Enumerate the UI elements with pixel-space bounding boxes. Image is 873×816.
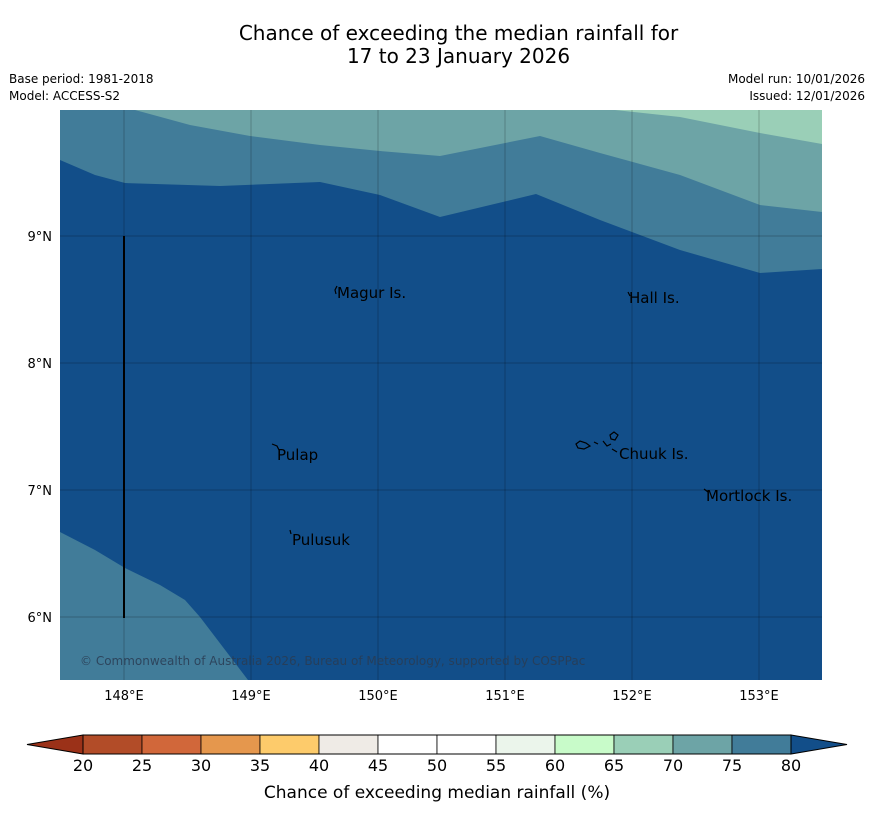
- colorbar-tick-80: 80: [781, 756, 801, 775]
- island-mortlock: [703, 488, 709, 493]
- lon-tick-150: 150°E: [358, 689, 398, 704]
- lon-tick-153: 153°E: [739, 689, 779, 704]
- lat-tick-6: 6°N: [28, 611, 53, 626]
- lon-tick-152: 152°E: [612, 689, 652, 704]
- model-run-label: Model run: 10/01/2026: [727, 72, 865, 86]
- colorbar-cell-40-45: [318, 734, 379, 755]
- lat-tick-8: 8°N: [28, 357, 53, 372]
- label-chuuk-is: Chuuk Is.: [619, 445, 688, 463]
- colorbar-tick-25: 25: [132, 756, 152, 775]
- lon-tick-labels: 148°E 149°E 150°E 151°E 152°E 153°E: [104, 689, 779, 704]
- colorbar-outline: [82, 734, 792, 755]
- lat-tick-labels: 9°N 8°N 7°N 6°N: [28, 230, 53, 626]
- colorbar-tick-40: 40: [309, 756, 329, 775]
- colorbar-tick-35: 35: [250, 756, 270, 775]
- base-period-label: Base period: 1981-2018: [9, 72, 154, 86]
- colorbar-tick-65: 65: [604, 756, 624, 775]
- colorbar-tick-50: 50: [427, 756, 447, 775]
- island-chuuk: [575, 431, 619, 453]
- island-magur: [334, 285, 338, 295]
- island-pulusuk: [289, 529, 292, 535]
- band-80-plus: [60, 160, 822, 680]
- colorbar-tick-labels: 20 25 30 35 40 45 50 55 60 65 70 75 80: [73, 756, 801, 775]
- meta-left: Base period: 1981-2018 Model: ACCESS-S2: [9, 71, 154, 105]
- colorbar-tick-60: 60: [545, 756, 565, 775]
- colorbar-tick-75: 75: [722, 756, 742, 775]
- colorbar-low-extension: [26, 734, 84, 755]
- label-mortlock-is: Mortlock Is.: [706, 487, 792, 505]
- colorbar-cell-25-30: [141, 734, 202, 755]
- colorbar-tick-20: 20: [73, 756, 93, 775]
- label-pulusuk: Pulusuk: [292, 531, 350, 549]
- island-outlines: [271, 285, 709, 535]
- copyright-notice: © Commonwealth of Australia 2026, Bureau…: [80, 654, 585, 668]
- label-pulap: Pulap: [277, 446, 318, 464]
- map-title: Chance of exceeding the median rainfall …: [0, 22, 873, 68]
- colorbar: 20 25 30 35 40 45 50 55 60 65 70 75 80 Chance of exc…: [26, 734, 848, 803]
- lon-tick-151: 151°E: [485, 689, 525, 704]
- colorbar-high-extension: [790, 734, 848, 755]
- colorbar-cell-20-25: [82, 734, 143, 755]
- colorbar-title: Chance of exceeding median rainfall (%): [264, 783, 610, 803]
- colorbar-cell-45-50: [377, 734, 438, 755]
- place-labels: Magur Is. Hall Is. Pulap Chuuk Is. Mortl…: [277, 284, 792, 549]
- colorbar-tick-45: 45: [368, 756, 388, 775]
- meta-right: Model run: 10/01/2026 Issued: 12/01/2026: [728, 71, 865, 105]
- colorbar-cell-35-40: [259, 734, 320, 755]
- map-title-line2: 17 to 23 January 2026: [346, 44, 571, 68]
- colorbar-tick-55: 55: [486, 756, 506, 775]
- lat-tick-9: 9°N: [28, 230, 53, 245]
- colorbar-tick-30: 30: [191, 756, 211, 775]
- colorbar-cell-75-80: [731, 734, 792, 755]
- colorbar-cell-55-60: [495, 734, 556, 755]
- lon-tick-149: 149°E: [231, 689, 271, 704]
- colorbar-cell-30-35: [200, 734, 261, 755]
- colorbar-cell-50-55: [436, 734, 497, 755]
- issued-label: Issued: 12/01/2026: [749, 89, 865, 103]
- colorbar-cell-65-70: [613, 734, 674, 755]
- island-hall: [627, 291, 631, 297]
- lon-tick-148: 148°E: [104, 689, 144, 704]
- colorbar-cells: [82, 734, 792, 755]
- island-pulap: [271, 443, 280, 451]
- map-title-line1: Chance of exceeding the median rainfall …: [238, 21, 679, 45]
- label-hall-is: Hall Is.: [629, 289, 680, 307]
- colorbar-cell-60-65: [554, 734, 615, 755]
- graticule: [60, 110, 822, 680]
- lat-tick-7: 7°N: [28, 484, 53, 499]
- model-label: Model: ACCESS-S2: [9, 89, 121, 103]
- map-plot-area: Magur Is. Hall Is. Pulap Chuuk Is. Mortl…: [60, 110, 822, 680]
- label-magur-is: Magur Is.: [337, 284, 406, 302]
- colorbar-tick-70: 70: [663, 756, 683, 775]
- colorbar-cell-70-75: [672, 734, 733, 755]
